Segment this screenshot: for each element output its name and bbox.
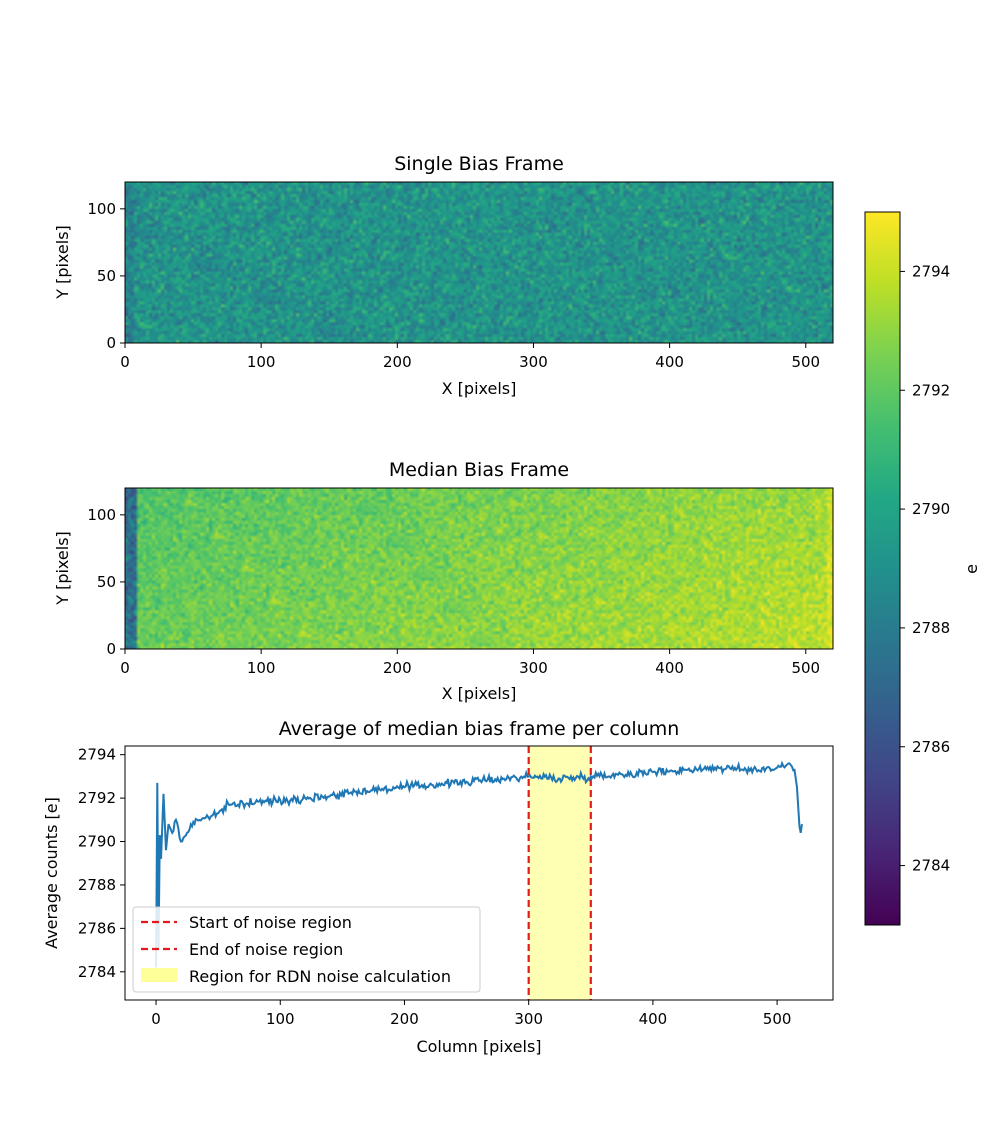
colorbar-tick-label: 2788 (912, 619, 950, 637)
y-tick-label: 50 (97, 267, 116, 285)
heatmap-image-0 (125, 182, 833, 343)
colorbar-tick-label: 2792 (912, 381, 950, 399)
column-average-xlabel: Column [pixels] (416, 1037, 541, 1056)
y-tick-label: 0 (106, 640, 116, 658)
x-tick-label: 100 (266, 1010, 295, 1028)
colorbar-gradient (865, 212, 900, 925)
x-tick-label: 500 (791, 353, 820, 371)
median-bias-xlabel: X [pixels] (442, 684, 517, 703)
single-bias-axes: 0 100 200 300 400 500 0 50 100 (87, 200, 820, 371)
single-bias-title: Single Bias Frame (394, 153, 564, 175)
legend-start-label: Start of noise region (189, 913, 352, 932)
median-bias-heatmap (125, 488, 833, 649)
single-bias-ylabel: Y [pixels] (53, 225, 72, 300)
column-average-frame (124, 745, 834, 1001)
column-average-series-line (155, 760, 803, 968)
colorbar-tick-label: 2790 (912, 500, 950, 518)
colorbar-label: e (962, 564, 981, 574)
noise-region-shade (528, 746, 591, 1000)
legend-region-label: Region for RDN noise calculation (189, 967, 451, 986)
y-tick-label: 100 (87, 200, 116, 218)
single-bias-panel: Single Bias Frame 0 100 200 300 400 500 0 50 100… (53, 153, 834, 398)
column-average-title: Average of median bias frame per column (279, 718, 680, 740)
x-tick-label: 400 (655, 659, 684, 677)
y-tick-label: 2786 (78, 919, 116, 937)
single-bias-frame (124, 181, 834, 344)
column-average-axes: 0 100 200 300 400 500 2784 2786 2788 2790 2792 2794 (78, 746, 792, 1028)
heatmap-image-1 (125, 488, 833, 649)
x-tick-label: 0 (151, 1010, 161, 1028)
legend-region-swatch (141, 968, 177, 982)
y-tick-label: 2790 (78, 833, 116, 851)
x-tick-label: 100 (247, 659, 276, 677)
colorbar-frame (864, 211, 901, 926)
y-tick-label: 2794 (78, 746, 116, 764)
single-bias-heatmap (125, 182, 833, 343)
y-tick-label: 2784 (78, 963, 116, 981)
colorbar: 2784 2786 2788 2790 2792 2794 e (864, 211, 981, 926)
median-bias-axes: 0 100 200 300 400 500 0 50 100 (87, 506, 820, 677)
median-bias-title: Median Bias Frame (389, 459, 569, 481)
colorbar-tick-label: 2784 (912, 857, 950, 875)
x-tick-label: 200 (383, 353, 412, 371)
x-tick-label: 300 (519, 659, 548, 677)
y-tick-label: 2792 (78, 789, 116, 807)
column-average-ylabel: Average counts [e] (42, 797, 61, 949)
x-tick-label: 500 (763, 1010, 792, 1028)
legend-end-label: End of noise region (189, 940, 343, 959)
colorbar-axis: 2784 2786 2788 2790 2792 2794 (900, 262, 950, 875)
legend: Start of noise region End of noise regio… (132, 906, 481, 993)
x-tick-label: 400 (655, 353, 684, 371)
x-tick-label: 200 (390, 1010, 419, 1028)
median-bias-frame (124, 487, 834, 650)
y-tick-label: 100 (87, 506, 116, 524)
colorbar-tick-label: 2794 (912, 262, 950, 280)
median-bias-ylabel: Y [pixels] (53, 531, 72, 606)
legend-box (132, 906, 481, 993)
x-tick-label: 400 (639, 1010, 668, 1028)
x-tick-label: 300 (519, 353, 548, 371)
x-tick-label: 0 (120, 353, 130, 371)
y-tick-label: 0 (106, 334, 116, 352)
y-tick-label: 2788 (78, 876, 116, 894)
single-bias-xlabel: X [pixels] (442, 379, 517, 398)
x-tick-label: 500 (791, 659, 820, 677)
x-tick-label: 100 (247, 353, 276, 371)
colorbar-tick-label: 2786 (912, 738, 950, 756)
column-average-panel: Average of median bias frame per column … (42, 718, 834, 1056)
x-tick-label: 0 (120, 659, 130, 677)
x-tick-label: 200 (383, 659, 412, 677)
x-tick-label: 300 (514, 1010, 543, 1028)
median-bias-panel: Median Bias Frame 0 100 200 300 400 500 0 50 100… (53, 459, 834, 703)
y-tick-label: 50 (97, 573, 116, 591)
